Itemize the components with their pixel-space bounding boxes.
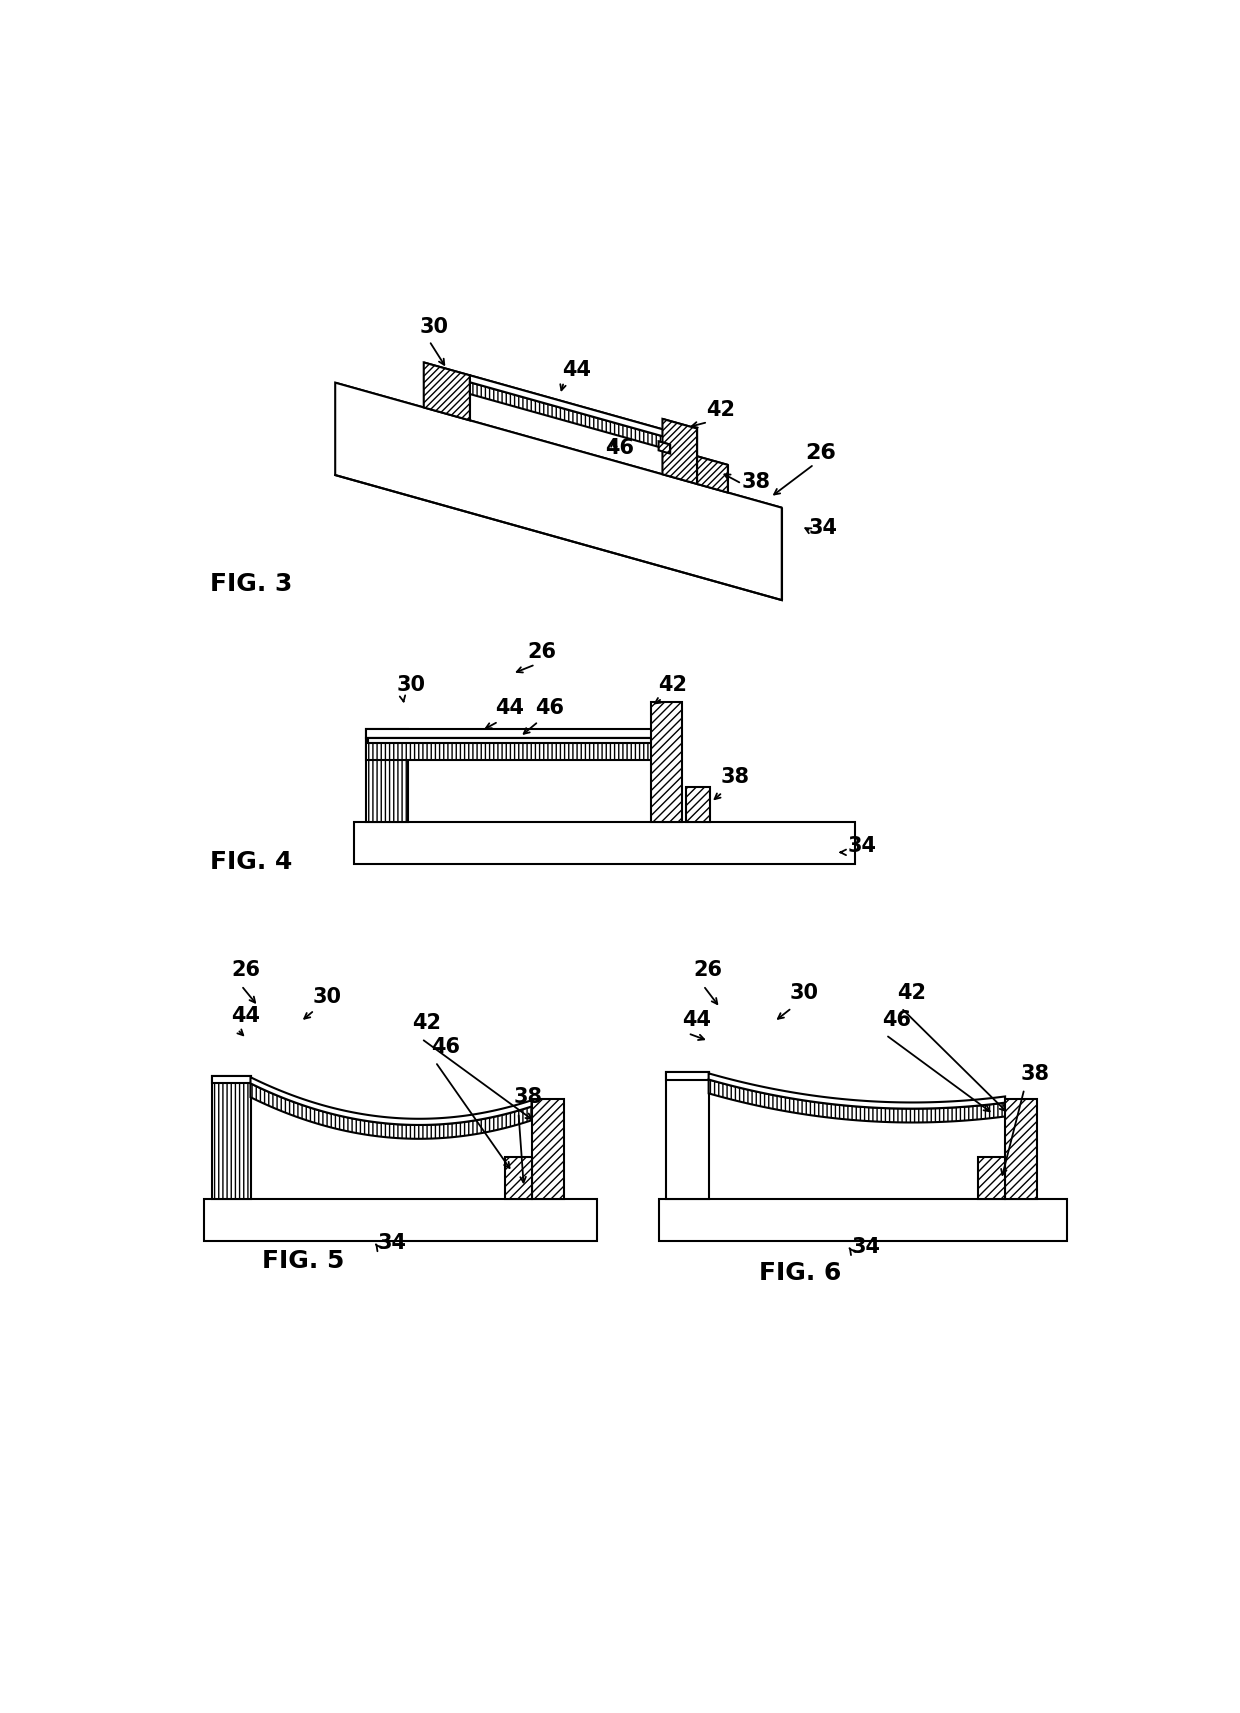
Text: FIG. 5: FIG. 5 [262,1249,345,1273]
Text: 30: 30 [790,983,818,1002]
Text: 42: 42 [658,675,688,695]
Polygon shape [666,1072,708,1079]
Text: 30: 30 [420,317,449,337]
Text: 30: 30 [397,675,425,695]
Polygon shape [366,738,658,761]
Polygon shape [355,822,854,863]
Polygon shape [424,363,470,375]
Polygon shape [662,420,697,428]
Text: 38: 38 [720,767,749,786]
Polygon shape [658,442,670,454]
Text: 46: 46 [605,439,634,457]
Polygon shape [708,1079,1006,1122]
Text: 46: 46 [432,1036,460,1057]
Polygon shape [470,382,666,437]
Polygon shape [368,738,658,743]
Polygon shape [666,1072,708,1199]
Text: 38: 38 [742,471,771,492]
Text: 44: 44 [682,1009,711,1030]
Polygon shape [532,1098,564,1199]
Polygon shape [470,375,666,430]
Polygon shape [651,702,682,822]
Text: FIG. 4: FIG. 4 [211,850,293,874]
Polygon shape [697,456,728,464]
Text: 44: 44 [563,360,591,380]
Text: 44: 44 [495,697,525,718]
Polygon shape [470,382,666,449]
Polygon shape [658,1199,1066,1242]
Polygon shape [697,456,728,493]
Polygon shape [205,1199,596,1242]
Polygon shape [212,1076,250,1199]
Text: 38: 38 [1021,1064,1049,1084]
Text: 42: 42 [707,399,735,420]
Polygon shape [250,1077,532,1125]
Polygon shape [505,1156,532,1199]
Polygon shape [658,442,670,445]
Text: 46: 46 [536,697,564,718]
Text: 44: 44 [231,1006,260,1026]
Polygon shape [708,1074,1006,1108]
Text: 46: 46 [882,1009,911,1030]
Text: 34: 34 [847,836,877,856]
Text: 26: 26 [805,444,836,463]
Polygon shape [335,382,781,600]
Polygon shape [686,786,711,822]
Text: 26: 26 [231,959,260,980]
Polygon shape [470,375,666,437]
Text: 34: 34 [377,1233,407,1252]
Text: 38: 38 [513,1086,543,1107]
Text: FIG. 3: FIG. 3 [211,572,293,596]
Polygon shape [978,1156,1006,1199]
Polygon shape [424,363,470,420]
Text: 30: 30 [312,987,341,1007]
Polygon shape [366,730,658,738]
Polygon shape [1006,1098,1038,1199]
Text: 26: 26 [693,959,722,980]
Polygon shape [662,420,697,485]
Text: FIG. 6: FIG. 6 [759,1261,841,1285]
Polygon shape [212,1076,250,1083]
Text: 34: 34 [808,517,838,538]
Text: 42: 42 [898,983,926,1002]
Text: 42: 42 [412,1014,441,1033]
Polygon shape [335,382,781,507]
Polygon shape [366,730,408,822]
Text: 26: 26 [528,642,557,663]
Text: 34: 34 [851,1237,880,1257]
Polygon shape [250,1083,532,1139]
